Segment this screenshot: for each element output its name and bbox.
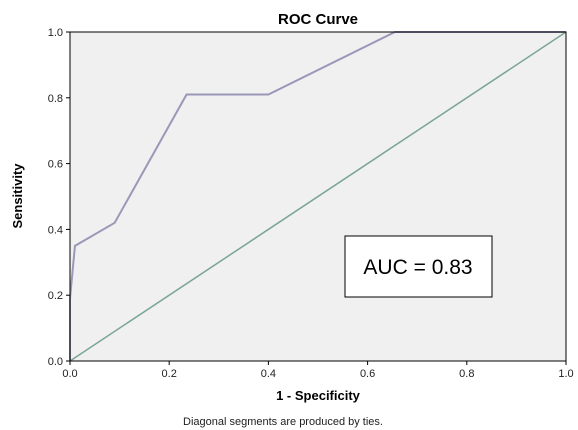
y-tick-label: 0.4 [48, 224, 63, 236]
x-tick-label: 0.2 [162, 368, 177, 380]
chart-title: ROC Curve [278, 11, 358, 28]
x-tick-label: 0.8 [459, 368, 474, 380]
y-tick-label: 0.8 [48, 93, 63, 105]
y-tick-label: 1.0 [48, 27, 63, 39]
chart-footnote: Diagonal segments are produced by ties. [183, 416, 383, 428]
plot-border [69, 31, 567, 362]
reference-diagonal-line [69, 31, 567, 362]
x-axis-label: 1 - Specificity [276, 388, 361, 403]
y-axis: 0.0 0.2 0.4 0.6 0.8 1.0 [48, 27, 70, 368]
y-tick-label: 0.6 [48, 159, 63, 171]
x-tick-label: 0.6 [360, 368, 375, 380]
series-layer [69, 31, 567, 362]
roc-curve-line [69, 31, 566, 361]
auc-annotation: AUC = 0.83 [363, 256, 472, 279]
x-axis: 0.0 0.2 0.4 0.6 0.8 1.0 [62, 361, 574, 380]
y-axis-label: Sensitivity [10, 163, 25, 229]
x-tick-label: 1.0 [558, 368, 573, 380]
x-tick-label: 0.4 [261, 368, 276, 380]
y-tick-label: 0.0 [48, 356, 63, 368]
y-tick-label: 0.2 [48, 290, 63, 302]
x-tick-label: 0.0 [62, 368, 77, 380]
auc-box [344, 235, 493, 298]
